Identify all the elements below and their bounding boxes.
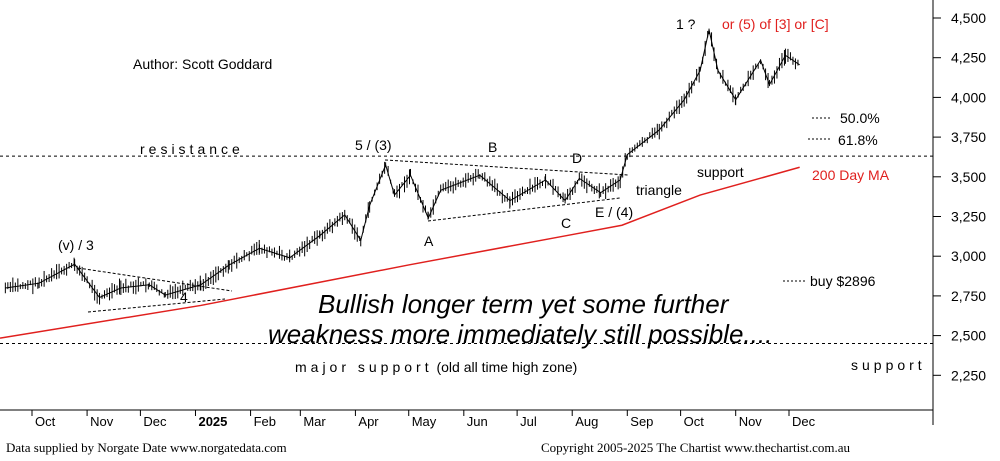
alt-count-label: or (5) of [3] or [C] bbox=[722, 16, 829, 32]
buy-label: buy $2896 bbox=[810, 273, 876, 289]
x-tick-label: Apr bbox=[358, 414, 379, 429]
x-tick-label: Oct bbox=[684, 414, 705, 429]
major-support-label: major support (old all time high zone) bbox=[295, 359, 578, 375]
trendline-wave4-top bbox=[77, 267, 233, 292]
price-line bbox=[5, 29, 800, 299]
wave-c-label: C bbox=[561, 215, 572, 231]
headline-line-2: weakness more immediately still possible… bbox=[268, 319, 773, 349]
triangle-label: triangle bbox=[636, 182, 682, 198]
y-tick-label: 2,500 bbox=[951, 328, 986, 344]
x-tick-label: Sep bbox=[630, 414, 653, 429]
ma200-line bbox=[0, 166, 800, 339]
x-tick-label: Dec bbox=[792, 414, 816, 429]
wave-e-label: E / (4) bbox=[595, 204, 634, 220]
y-tick-label: 4,000 bbox=[951, 89, 986, 105]
x-tick-label: Mar bbox=[303, 414, 326, 429]
wave-b-label: B bbox=[488, 139, 498, 155]
wave-4-label: 4 bbox=[180, 289, 188, 305]
x-tick-label: Aug bbox=[575, 414, 598, 429]
y-tick-label: 3,000 bbox=[951, 248, 986, 264]
triangle-top-line bbox=[384, 159, 629, 176]
fib-618-label: 61.8% bbox=[838, 132, 878, 148]
headline-line-1: Bullish longer term yet some further bbox=[318, 289, 729, 319]
x-tick-label: Nov bbox=[90, 414, 114, 429]
author-label: Author: Scott Goddard bbox=[133, 56, 273, 72]
footer-copyright: Copyright 2005-2025 The Chartist www.the… bbox=[541, 440, 851, 455]
footer-data-source: Data supplied by Norgate Date www.norgat… bbox=[6, 440, 287, 455]
resistance-label: resistance bbox=[140, 141, 244, 157]
x-tick-label: Feb bbox=[254, 414, 276, 429]
y-tick-label: 2,750 bbox=[951, 288, 986, 304]
y-tick-label: 3,750 bbox=[951, 129, 986, 145]
wave-a-label: A bbox=[424, 233, 434, 249]
x-tick-label: May bbox=[412, 414, 437, 429]
x-tick-label: Jul bbox=[520, 414, 537, 429]
y-tick-label: 3,250 bbox=[951, 209, 986, 225]
wave-v3-label: (v) / 3 bbox=[58, 237, 94, 253]
y-tick-label: 3,500 bbox=[951, 169, 986, 185]
trendline-wave4-bottom bbox=[87, 298, 226, 313]
x-tick-label: Dec bbox=[143, 414, 167, 429]
support-label: support bbox=[697, 164, 744, 180]
x-tick-label: Oct bbox=[35, 414, 56, 429]
y-tick-label: 4,250 bbox=[951, 50, 986, 66]
x-tick-label: Jun bbox=[467, 414, 488, 429]
y-tick-label: 2,250 bbox=[951, 367, 986, 383]
fib-50-label: 50.0% bbox=[840, 110, 880, 126]
support-right-label: support bbox=[851, 357, 926, 373]
ma-label: 200 Day MA bbox=[812, 167, 890, 183]
wave-1-label: 1 ? bbox=[676, 16, 696, 32]
x-tick-label: Nov bbox=[739, 414, 763, 429]
triangle-bottom-line bbox=[427, 197, 621, 222]
y-tick-label: 4,500 bbox=[951, 10, 986, 26]
wave-5-label: 5 / (3) bbox=[355, 137, 392, 153]
wave-d-label: D bbox=[572, 150, 583, 166]
x-tick-label: 2025 bbox=[198, 414, 227, 429]
